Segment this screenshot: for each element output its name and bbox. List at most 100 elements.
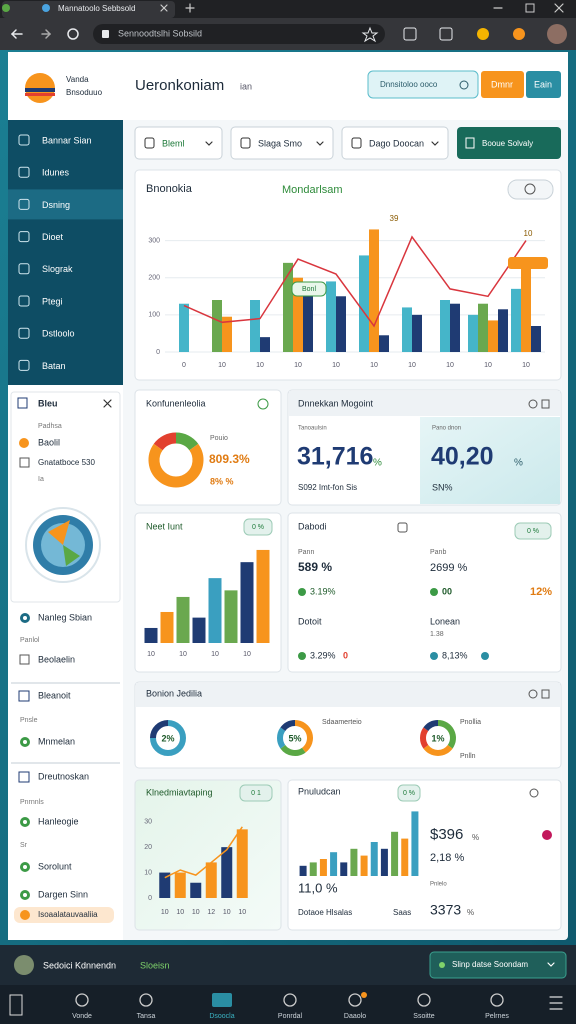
line-series — [164, 826, 243, 879]
bar — [174, 872, 186, 898]
icon — [298, 652, 306, 660]
donut-segment — [153, 432, 177, 451]
button[interactable] — [526, 71, 561, 98]
stat-text: Panb — [430, 549, 446, 556]
icon — [430, 588, 438, 596]
bottom-nav-item[interactable]: Daaolo — [344, 1013, 366, 1020]
nav-icon — [18, 198, 30, 210]
address-bar[interactable] — [93, 24, 385, 44]
chart-menu[interactable] — [507, 179, 554, 200]
button-label[interactable]: Dmnr — [491, 79, 513, 89]
list-item[interactable]: Dargen Sinn — [38, 889, 88, 899]
radio — [23, 893, 27, 897]
search-box[interactable] — [367, 70, 479, 99]
bar — [190, 882, 202, 898]
icon — [481, 652, 489, 660]
stat-text: 589 % — [298, 560, 332, 574]
bar — [488, 320, 498, 352]
x-tick-label: 10 — [161, 909, 169, 916]
button[interactable] — [481, 71, 524, 98]
panel-label: Padhsa — [38, 423, 62, 430]
bar — [221, 847, 233, 898]
badge — [243, 518, 273, 536]
x-tick-label: 10 — [332, 362, 340, 369]
list-item[interactable]: Nanleg Sbian — [38, 612, 92, 622]
nav-item[interactable]: Idunes — [42, 168, 70, 178]
kpi-note: SN% — [432, 482, 453, 492]
bar — [531, 326, 541, 352]
y-tick-label: 300 — [148, 237, 160, 244]
notification-dot — [361, 992, 367, 998]
stat-text: 0 — [343, 650, 348, 660]
x-tick-label: 10 — [256, 362, 264, 369]
nav-item[interactable]: Dstloolo — [42, 329, 75, 339]
y-tick-label: 0 — [156, 349, 160, 356]
list-item[interactable]: Beolaelin — [38, 654, 75, 664]
panel-item[interactable]: Baolil — [38, 437, 60, 447]
donut-segment — [175, 432, 199, 451]
filter-dropdown[interactable] — [457, 127, 561, 159]
bottom-nav-item[interactable]: Ssoitte — [413, 1013, 435, 1020]
nav-item[interactable]: Dsning — [42, 200, 70, 210]
radio — [19, 438, 29, 448]
checkbox[interactable] — [19, 654, 30, 665]
x-tick-label: 10 — [179, 651, 187, 658]
nav-item[interactable]: Slograk — [42, 264, 73, 274]
list-item[interactable]: Sorolunt — [38, 861, 72, 871]
separator — [11, 682, 120, 684]
bar — [326, 281, 336, 352]
filter-dropdown[interactable] — [230, 126, 334, 160]
status-button-label[interactable]: Slinp datse Soondam — [452, 960, 528, 969]
nav-item[interactable]: Batan — [42, 361, 66, 371]
panel-label: Ia — [38, 476, 44, 483]
donut-segment — [150, 720, 169, 739]
bottom-nav-item[interactable]: Tansa — [137, 1013, 156, 1020]
checkbox[interactable] — [19, 457, 30, 468]
filter-label[interactable]: Dago Doocan — [369, 138, 424, 148]
profile-avatar[interactable] — [547, 24, 567, 44]
icon-line — [205, 141, 210, 146]
bottom-nav-item[interactable]: Pelrnes — [485, 1013, 509, 1020]
filter-label[interactable]: Bleml — [162, 138, 185, 148]
card-title: Dnnekkan Mogoint — [298, 398, 374, 408]
kpi-panel — [420, 417, 560, 504]
filter-dropdown[interactable] — [341, 126, 449, 160]
bottom-nav-item[interactable]: Ponrdal — [278, 1013, 303, 1020]
filter-label[interactable]: Booue Solvaly — [482, 139, 533, 148]
indicator — [542, 830, 552, 840]
nav-item[interactable]: Dioet — [42, 232, 64, 242]
icon — [528, 399, 538, 409]
icon — [283, 993, 297, 1007]
list-item[interactable]: Mnmelan — [38, 736, 75, 746]
donut-segment — [294, 720, 313, 753]
button-label[interactable]: Eain — [534, 79, 552, 89]
bar — [369, 229, 379, 352]
bottom-nav-item[interactable]: Dsoocla — [209, 1013, 234, 1020]
panel-item[interactable]: Gnatatboce 530 — [38, 458, 95, 467]
card — [287, 512, 562, 673]
annotation: Bonl — [302, 286, 316, 293]
filter-icon — [465, 137, 475, 149]
bar — [359, 255, 369, 352]
lock-icon — [102, 30, 109, 38]
filter-label[interactable]: Slaga Smo — [258, 138, 302, 148]
list-item[interactable]: Hanleogie — [38, 816, 79, 826]
donut-segment — [148, 443, 204, 488]
bar — [330, 852, 338, 876]
nav-item[interactable]: Bannar Sian — [42, 135, 92, 145]
donut-segment — [437, 720, 456, 749]
bar — [521, 262, 531, 352]
filter-icon — [240, 137, 251, 149]
icon — [541, 689, 550, 699]
status-button[interactable] — [429, 951, 567, 979]
bar — [160, 611, 174, 643]
bar — [370, 842, 378, 876]
bottom-nav-item[interactable]: Vonde — [72, 1013, 92, 1020]
filter-dropdown[interactable] — [134, 126, 223, 160]
list-item[interactable]: Isoaalatauvaaliia — [38, 910, 98, 919]
icon-line — [431, 141, 436, 146]
bar — [240, 562, 254, 643]
user-avatar — [14, 955, 34, 975]
x-tick-label: 10 — [223, 909, 231, 916]
nav-item[interactable]: Ptegi — [42, 296, 63, 306]
